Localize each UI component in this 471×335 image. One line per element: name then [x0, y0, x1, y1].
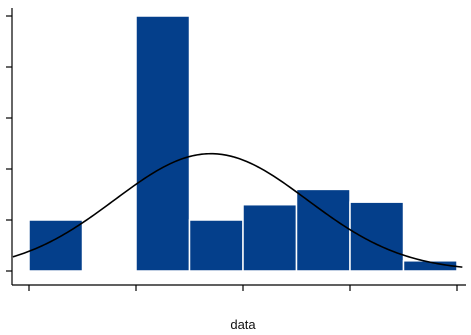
- x-axis-label: data: [230, 317, 256, 332]
- histogram-bar-7: [349, 201, 405, 272]
- histogram-bar-5: [242, 203, 298, 272]
- histogram-bars: [28, 15, 458, 272]
- y-axis-ticks: [6, 15, 12, 272]
- histogram-bar-6: [295, 188, 351, 272]
- histogram-bar-4: [188, 219, 244, 272]
- normal-curve: [12, 152, 463, 268]
- x-axis-ticks: [28, 285, 458, 291]
- histogram-bar-3: [135, 15, 191, 272]
